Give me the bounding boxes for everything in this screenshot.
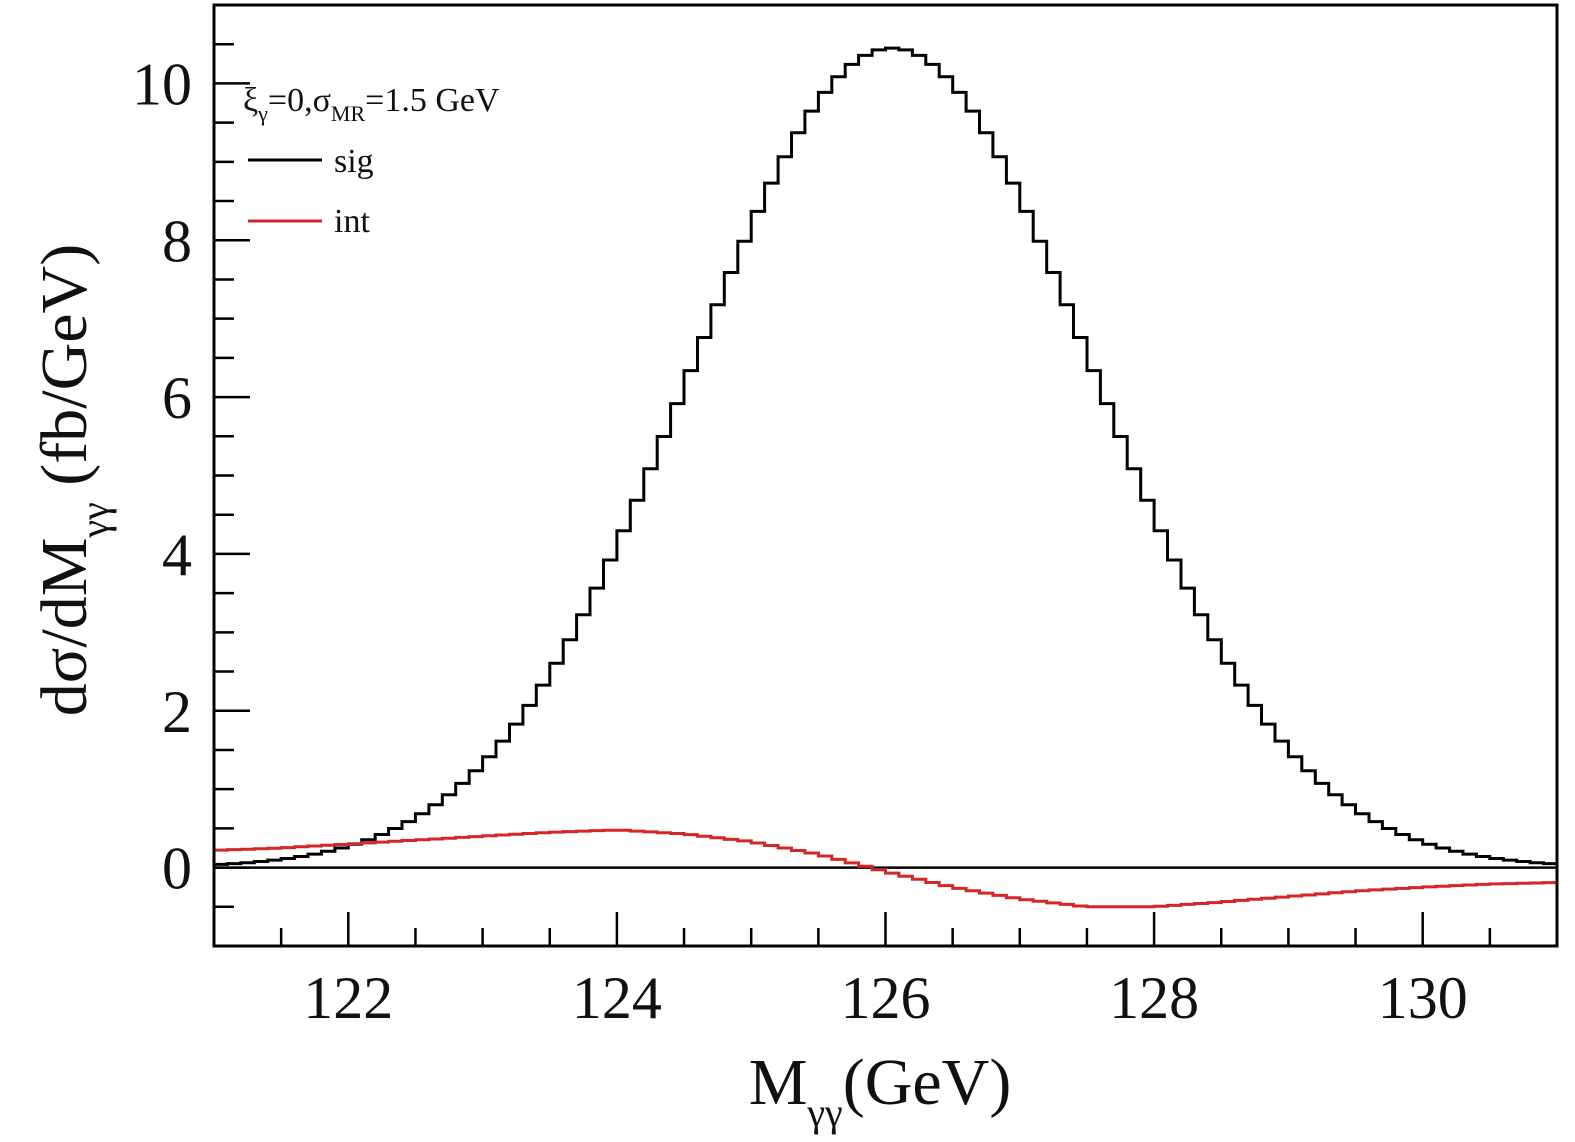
y-tick-label: 6 xyxy=(162,365,192,431)
series-sig-histogram xyxy=(214,46,1557,866)
plot-frame xyxy=(212,3,1559,948)
y-tick-label: 10 xyxy=(132,51,192,117)
x-tick-label: 130 xyxy=(1378,965,1468,1031)
legend-annotation: ξγ=0,σMR=1.5 GeV xyxy=(243,82,500,126)
legend: ξγ=0,σMR=1.5 GeV sig int xyxy=(243,82,500,240)
x-axis-title: Mγγ(GeV) xyxy=(749,1046,1012,1135)
x-tick-label: 128 xyxy=(1109,965,1199,1031)
y-tick-label: 4 xyxy=(162,522,192,588)
y-tick-label: 2 xyxy=(162,679,192,745)
legend-label-int: int xyxy=(334,203,370,240)
y-axis-title: dσ/dMγγ (fb/GeV) xyxy=(28,244,117,716)
y-tick-label: 8 xyxy=(162,208,192,274)
series-int-histogram xyxy=(214,828,1557,909)
series-layer xyxy=(214,46,1557,909)
x-tick-label: 126 xyxy=(841,965,931,1031)
x-tick-label: 124 xyxy=(572,965,662,1031)
axis-ticks: 122 124 126 128 130 0 2 4 6 8 10 xyxy=(132,3,1559,1031)
y-tick-label: 0 xyxy=(162,836,192,902)
x-tick-label: 122 xyxy=(303,965,393,1031)
legend-label-sig: sig xyxy=(334,143,374,180)
